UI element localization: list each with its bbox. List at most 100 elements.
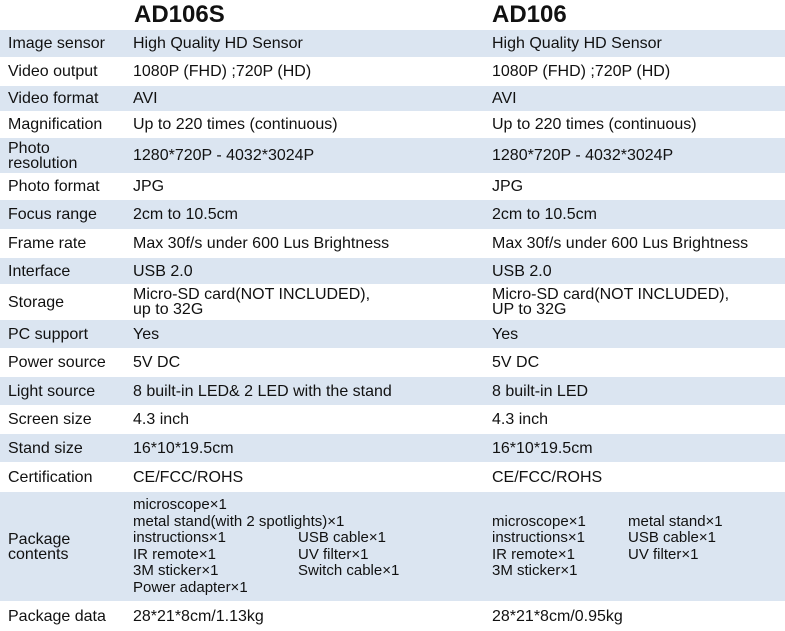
value-cell: CE/FCC/ROHS bbox=[133, 462, 243, 492]
value-line: Up to 220 times (continuous) bbox=[492, 116, 697, 133]
value-line: 5V DC bbox=[492, 354, 540, 371]
package-item: 3M sticker×1 bbox=[133, 562, 219, 579]
label-line: Certification bbox=[8, 468, 93, 486]
row-label: Certification bbox=[8, 462, 92, 492]
value-line: up to 32G bbox=[133, 301, 204, 318]
value-line: JPG bbox=[492, 178, 524, 195]
value-cell: Max 30f/s under 600 Lus Brightness bbox=[133, 229, 389, 258]
value-cell: 1080P (FHD) ;720P (HD) bbox=[492, 57, 670, 86]
value-cell: 2cm to 10.5cm bbox=[133, 200, 238, 229]
row-label: Stand size bbox=[8, 434, 83, 462]
label-line: Light source bbox=[8, 382, 96, 400]
package-item: UV filter×1 bbox=[298, 545, 369, 563]
value-cell: Yes bbox=[133, 320, 159, 348]
value-line: 28*21*8cm/0.95kg bbox=[492, 607, 623, 625]
value-line: JPG bbox=[133, 178, 165, 195]
package-item: Power adapter×1 bbox=[133, 578, 248, 596]
value-cell: 16*10*19.5cm bbox=[492, 434, 593, 462]
value-line: Max 30f/s under 600 Lus Brightness bbox=[492, 235, 749, 252]
row-label: PC support bbox=[8, 320, 88, 348]
value-cell: Max 30f/s under 600 Lus Brightness bbox=[492, 229, 748, 258]
package-item: microscope×1 bbox=[133, 496, 227, 513]
value-line: 4.3 inch bbox=[133, 411, 190, 428]
row-label: Light source bbox=[8, 377, 95, 405]
package-item: IR remote×1 bbox=[492, 545, 575, 563]
table-row: Magnification Up to 220 times (continuous… bbox=[0, 111, 785, 138]
label-line: Focus range bbox=[8, 206, 97, 223]
value-line: Micro-SD card(NOT INCLUDED), bbox=[492, 286, 730, 303]
value-cell: Up to 220 times (continuous) bbox=[492, 111, 697, 138]
value-cell: 5V DC bbox=[133, 348, 180, 377]
table-row: Power source 5V DC 5V DC bbox=[0, 348, 785, 377]
value-cell: 2cm to 10.5cm bbox=[492, 200, 597, 229]
row-label: Package contents bbox=[8, 492, 70, 601]
value-cell: High Quality HD Sensor bbox=[492, 30, 662, 57]
value-cell: 4.3 inch bbox=[133, 405, 189, 434]
value-cell: 4.3 inch bbox=[492, 405, 548, 434]
value-line: AVI bbox=[133, 90, 158, 107]
package-item: metal stand(with 2 spotlights)×1 bbox=[133, 512, 345, 530]
label-line: Power source bbox=[8, 354, 106, 371]
row-label: Focus range bbox=[8, 200, 97, 229]
value-cell: USB 2.0 bbox=[492, 258, 552, 284]
table-row: Frame rate Max 30f/s under 600 Lus Bright… bbox=[0, 229, 785, 258]
value-line: AVI bbox=[492, 90, 517, 107]
value-line: 5V DC bbox=[133, 354, 181, 371]
value-line: High Quality HD Sensor bbox=[492, 35, 662, 52]
value-cell: 1280*720P - 4032*3024P bbox=[492, 138, 673, 173]
value-line: USB 2.0 bbox=[133, 262, 193, 280]
table-row: Video output 1080P (FHD) ;720P (HD) 1080P … bbox=[0, 57, 785, 86]
package-item: Switch cable×1 bbox=[298, 562, 400, 579]
value-line: CE/FCC/ROHS bbox=[492, 468, 603, 486]
table-row: PC support Yes Yes bbox=[0, 320, 785, 348]
value-cell: AVI bbox=[133, 86, 158, 111]
value-cell: CE/FCC/ROHS bbox=[492, 462, 602, 492]
label-line: Frame rate bbox=[8, 235, 87, 252]
value-cell: High Quality HD Sensor bbox=[133, 30, 303, 57]
table-row: Screen size 4.3 inch 4.3 inch bbox=[0, 405, 785, 434]
value-cell: 28*21*8cm/1.13kg bbox=[133, 601, 264, 631]
package-item: metal stand×1 bbox=[628, 512, 723, 530]
value-cell: JPG bbox=[133, 173, 164, 200]
table-row: Package contents microscope×1 metal stand(w… bbox=[0, 492, 785, 601]
table-row: Interface USB 2.0 USB 2.0 bbox=[0, 258, 785, 284]
row-label: Magnification bbox=[8, 111, 102, 138]
table-row: Image sensor High Quality HD Sensor High Q… bbox=[0, 30, 785, 57]
value-cell: Micro-SD card(NOT INCLUDED), up to 32G bbox=[133, 284, 370, 320]
table-row: Storage Micro-SD card(NOT INCLUDED), up to… bbox=[0, 284, 785, 320]
value-line: 16*10*19.5cm bbox=[492, 439, 593, 457]
table-row: Video format AVI AVI bbox=[0, 86, 785, 111]
value-line: Yes bbox=[492, 325, 519, 343]
package-item: 3M sticker×1 bbox=[492, 562, 578, 579]
label-line: Photo format bbox=[8, 178, 100, 195]
table-row: Focus range 2cm to 10.5cm 2cm to 10.5cm bbox=[0, 200, 785, 229]
row-label: Video format bbox=[8, 86, 98, 111]
label-line: Interface bbox=[8, 262, 71, 280]
label-line: resolution bbox=[8, 154, 78, 172]
table-row: Package data 28*21*8cm/1.13kg 28*21*8cm/0.… bbox=[0, 601, 785, 631]
label-line: Photo bbox=[8, 139, 50, 157]
value-line: 8 built-in LED bbox=[492, 382, 589, 400]
value-cell: 1080P (FHD) ;720P (HD) bbox=[133, 57, 311, 86]
value-line: 16*10*19.5cm bbox=[133, 439, 234, 457]
table-row: Stand size 16*10*19.5cm 16*10*19.5cm bbox=[0, 434, 785, 462]
value-cell: AVI bbox=[492, 86, 517, 111]
value-cell: Yes bbox=[492, 320, 518, 348]
value-cell: 5V DC bbox=[492, 348, 539, 377]
value-line: Up to 220 times (continuous) bbox=[133, 116, 338, 133]
table-row: Light source 8 built-in LED& 2 LED with t… bbox=[0, 377, 785, 405]
value-line: 1080P (FHD) ;720P (HD) bbox=[133, 63, 312, 80]
row-label: Photo resolution bbox=[8, 138, 77, 173]
package-item: microscope×1 bbox=[492, 512, 586, 530]
value-line: Max 30f/s under 600 Lus Brightness bbox=[133, 235, 390, 252]
value-line: 1080P (FHD) ;720P (HD) bbox=[492, 63, 671, 80]
package-item: IR remote×1 bbox=[133, 545, 216, 563]
label-line: Video output bbox=[8, 63, 98, 80]
row-label: Storage bbox=[8, 284, 64, 320]
row-label: Image sensor bbox=[8, 30, 105, 57]
table-row: Photo resolution 1280*720P - 4032*3024P 128… bbox=[0, 138, 785, 173]
value-line: 1280*720P - 4032*3024P bbox=[492, 147, 674, 164]
value-cell: JPG bbox=[492, 173, 523, 200]
